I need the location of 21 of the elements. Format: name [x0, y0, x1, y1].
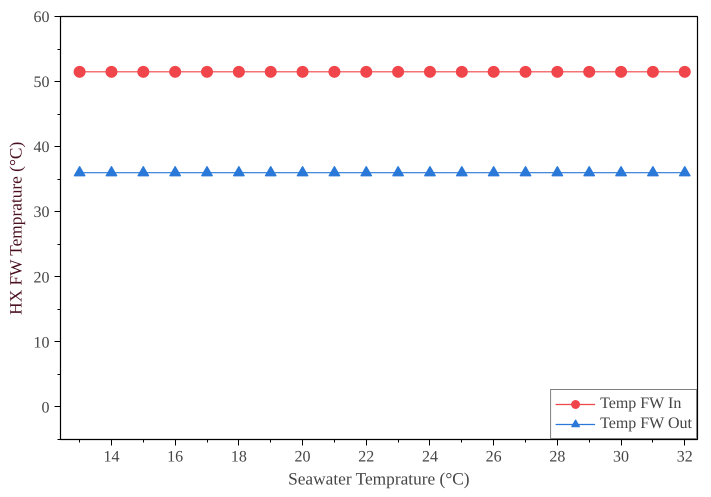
- x-axis-title: Seawater Temprature (°C): [288, 470, 470, 488]
- y-tick-label: 50: [34, 74, 50, 92]
- x-tick-label: 16: [167, 448, 184, 466]
- x-tick-label: 18: [230, 448, 247, 466]
- y-tick-label: 0: [42, 399, 50, 416]
- y-axis-title: HX FW Temprature (°C): [6, 142, 26, 315]
- y-tick-label: 20: [34, 269, 50, 286]
- legend-label: Temp FW In: [600, 395, 682, 413]
- legend-label: Temp FW Out: [600, 415, 692, 433]
- x-tick-label: 28: [549, 448, 566, 466]
- x-tick-label: 14: [103, 448, 120, 466]
- x-tick-label: 26: [486, 448, 502, 466]
- x-tick-label: 30: [613, 448, 630, 466]
- y-tick-label: 10: [34, 334, 50, 352]
- x-tick-label: 32: [676, 448, 693, 466]
- y-tick-label: 30: [34, 204, 50, 222]
- x-tick-label: 22: [358, 448, 374, 466]
- y-tick-label: 60: [34, 9, 50, 26]
- x-tick-label: 24: [422, 448, 438, 466]
- y-tick-label: 40: [34, 139, 50, 156]
- x-tick-label: 20: [294, 448, 311, 466]
